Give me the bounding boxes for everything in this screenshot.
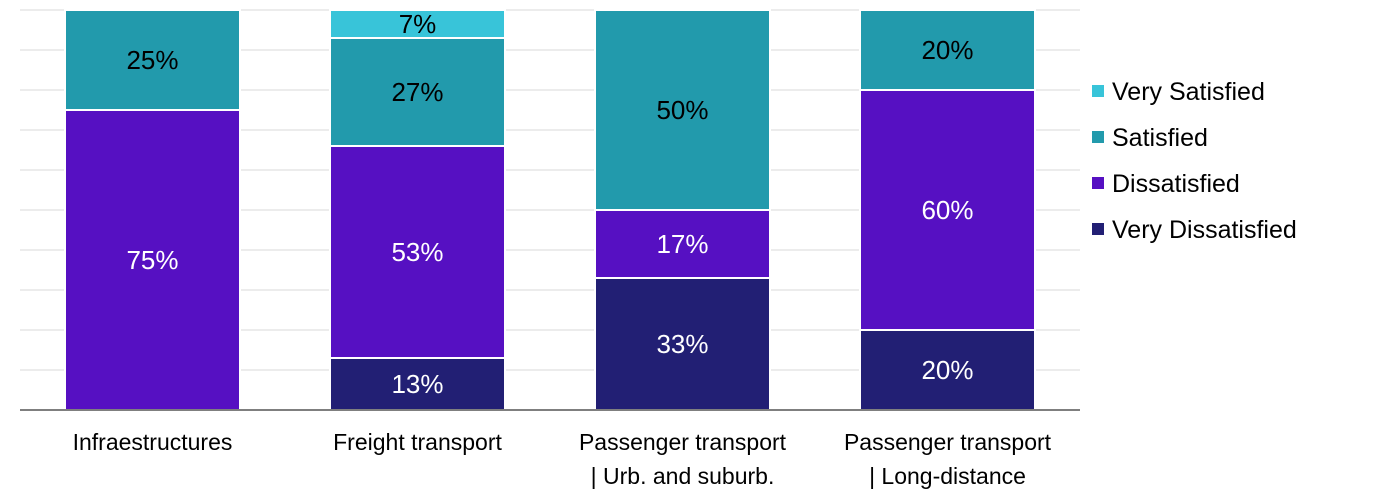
data-label: 7% (399, 9, 437, 39)
bar-segment (859, 89, 1036, 331)
data-label: 13% (391, 369, 443, 399)
data-label: 53% (391, 237, 443, 267)
data-label: 17% (656, 229, 708, 259)
bar-segment (64, 109, 241, 411)
bar-segment (64, 9, 241, 111)
category-label: Infraestructures (73, 429, 233, 455)
category-label: Passenger transport | Long-distance (844, 429, 1052, 489)
legend-swatch (1092, 177, 1104, 189)
data-label: 25% (126, 45, 178, 75)
bar-segment (329, 9, 506, 39)
data-label: 50% (656, 95, 708, 125)
legend-swatch (1092, 85, 1104, 97)
bar-segment (329, 357, 506, 411)
bar-segment (859, 329, 1036, 411)
category-label: Passenger transport | Urb. and suburb. (579, 429, 787, 489)
legend-swatch (1092, 131, 1104, 143)
data-label: 20% (921, 35, 973, 65)
legend-swatch (1092, 223, 1104, 235)
legend-label: Very Satisfied (1112, 78, 1265, 106)
data-label: 33% (656, 329, 708, 359)
bar-segment (594, 9, 771, 211)
bars: 75% 25% 13% 53% 27% 7% 33% 17% 50% 20% 60% 20% (64, 9, 1036, 411)
data-label: 27% (391, 77, 443, 107)
bar-segment (594, 277, 771, 411)
category-label: Freight transport (333, 429, 502, 455)
bar-segment (329, 37, 506, 147)
data-label: 20% (921, 355, 973, 385)
data-label: 60% (921, 195, 973, 225)
bar-segment (329, 145, 506, 359)
bar-segment (859, 9, 1036, 91)
legend-label: Satisfied (1112, 124, 1208, 152)
data-label: 75% (126, 245, 178, 275)
legend: Very Satisfied Satisfied Dissatisfied Very … (1092, 78, 1297, 244)
bar-segment (594, 209, 771, 279)
category-labels: Infraestructures Freight transport Passeng… (73, 429, 1052, 489)
legend-label: Dissatisfied (1112, 170, 1240, 198)
legend-label: Very Dissatisfied (1112, 216, 1297, 244)
